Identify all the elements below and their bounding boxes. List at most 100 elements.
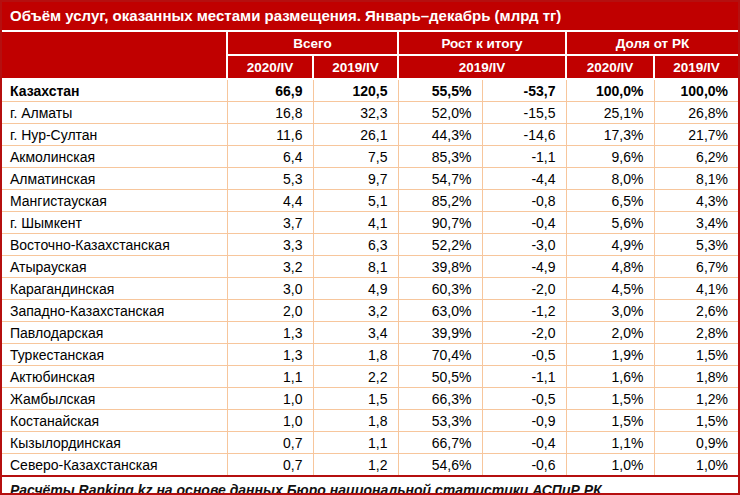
group-header-row: Всего Рост к итогу Доля от РК — [2, 31, 738, 55]
value-cell: 1,8 — [313, 344, 398, 366]
value-cell: 1,1 — [227, 366, 313, 388]
value-cell: -15,5 — [482, 102, 566, 124]
value-cell: 8,0% — [566, 168, 654, 190]
value-cell: 1,5% — [654, 344, 738, 366]
value-cell: 1,2 — [313, 454, 398, 477]
table-body: Казахстан66,9120,555,5%-53,7100,0%100,0%… — [2, 79, 738, 476]
value-cell: 3,7 — [227, 212, 313, 234]
value-cell: -2,0 — [482, 322, 566, 344]
table-row: Акмолинская6,47,585,3%-1,19,6%6,2% — [2, 146, 738, 168]
region-cell: Павлодарская — [2, 322, 227, 344]
table-row: Костанайская1,01,853,3%-0,91,5%1,5% — [2, 410, 738, 432]
value-cell: -0,8 — [482, 190, 566, 212]
value-cell: -0,4 — [482, 212, 566, 234]
table-row: Восточно-Казахстанская3,36,352,2%-3,04,9… — [2, 234, 738, 256]
region-column-header — [2, 31, 227, 79]
value-cell: 6,5% — [566, 190, 654, 212]
value-cell: 26,1 — [313, 124, 398, 146]
value-cell: 50,5% — [398, 366, 482, 388]
value-cell: 1,5 — [313, 388, 398, 410]
table-row: Жамбылская1,01,566,3%-0,51,5%1,2% — [2, 388, 738, 410]
value-cell: -0,6 — [482, 454, 566, 477]
subheader-share-2019: 2019/IV — [654, 55, 738, 79]
value-cell: 3,0% — [566, 300, 654, 322]
value-cell: 9,6% — [566, 146, 654, 168]
subheader-total-2020: 2020/IV — [227, 55, 313, 79]
value-cell: -1,1 — [482, 146, 566, 168]
region-cell: Восточно-Казахстанская — [2, 234, 227, 256]
value-cell: 4,3% — [654, 190, 738, 212]
value-cell: -0,9 — [482, 410, 566, 432]
value-cell: 7,5 — [313, 146, 398, 168]
value-cell: -53,7 — [482, 79, 566, 102]
value-cell: -0,5 — [482, 388, 566, 410]
value-cell: 5,3% — [654, 234, 738, 256]
table-row: г. Шымкент3,74,190,7%-0,45,6%3,4% — [2, 212, 738, 234]
table-title: Объём услуг, оказанных местами размещени… — [2, 2, 738, 31]
value-cell: 2,0% — [566, 322, 654, 344]
subheader-growth-2019: 2019/IV — [398, 55, 566, 79]
value-cell: -4,9 — [482, 256, 566, 278]
value-cell: -2,0 — [482, 278, 566, 300]
value-cell: 8,1 — [313, 256, 398, 278]
value-cell: 0,7 — [227, 432, 313, 454]
value-cell: 60,3% — [398, 278, 482, 300]
value-cell: 6,3 — [313, 234, 398, 256]
value-cell: 39,9% — [398, 322, 482, 344]
value-cell: 4,4 — [227, 190, 313, 212]
region-cell: Костанайская — [2, 410, 227, 432]
table-row: Северо-Казахстанская0,71,254,6%-0,61,0%1… — [2, 454, 738, 477]
stat-table-frame: Объём услуг, оказанных местами размещени… — [0, 0, 740, 495]
table-row: Западно-Казахстанская2,03,263,0%-1,23,0%… — [2, 300, 738, 322]
table-row: Кызылординская0,71,166,7%-0,41,1%0,9% — [2, 432, 738, 454]
group-header-growth: Рост к итогу — [398, 31, 566, 55]
value-cell: 1,8 — [313, 410, 398, 432]
value-cell: 1,8% — [654, 366, 738, 388]
table-row: Карагандинская3,04,960,3%-2,04,5%4,1% — [2, 278, 738, 300]
value-cell: 4,1 — [313, 212, 398, 234]
value-cell: 66,3% — [398, 388, 482, 410]
value-cell: -14,6 — [482, 124, 566, 146]
value-cell: 52,0% — [398, 102, 482, 124]
region-cell: Актюбинская — [2, 366, 227, 388]
value-cell: 26,8% — [654, 102, 738, 124]
region-cell: Казахстан — [2, 79, 227, 102]
table-row: Мангистауская4,45,185,2%-0,86,5%4,3% — [2, 190, 738, 212]
value-cell: 2,0 — [227, 300, 313, 322]
value-cell: 0,7 — [227, 454, 313, 477]
services-volume-table: Объём услуг, оказанных местами размещени… — [2, 2, 738, 495]
value-cell: 8,1% — [654, 168, 738, 190]
value-cell: 54,6% — [398, 454, 482, 477]
value-cell: 66,9 — [227, 79, 313, 102]
value-cell: 1,0% — [566, 454, 654, 477]
value-cell: 52,2% — [398, 234, 482, 256]
value-cell: 85,3% — [398, 146, 482, 168]
region-cell: Кызылординская — [2, 432, 227, 454]
group-header-total: Всего — [227, 31, 398, 55]
value-cell: 5,3 — [227, 168, 313, 190]
value-cell: 55,5% — [398, 79, 482, 102]
value-cell: 1,0 — [227, 410, 313, 432]
region-cell: г. Шымкент — [2, 212, 227, 234]
table-row: Атырауская3,28,139,8%-4,94,8%6,7% — [2, 256, 738, 278]
value-cell: -1,1 — [482, 366, 566, 388]
source-note: Расчёты Ranking.kz на основе данных Бюро… — [2, 476, 738, 495]
value-cell: 90,7% — [398, 212, 482, 234]
value-cell: -0,5 — [482, 344, 566, 366]
value-cell: 1,0 — [227, 388, 313, 410]
value-cell: -0,4 — [482, 432, 566, 454]
group-header-share: Доля от РК — [566, 31, 738, 55]
value-cell: 3,2 — [227, 256, 313, 278]
subheader-share-2020: 2020/IV — [566, 55, 654, 79]
region-cell: Мангистауская — [2, 190, 227, 212]
value-cell: 3,4% — [654, 212, 738, 234]
value-cell: 5,1 — [313, 190, 398, 212]
value-cell: 4,5% — [566, 278, 654, 300]
value-cell: 0,9% — [654, 432, 738, 454]
table-row: г. Алматы16,832,352,0%-15,525,1%26,8% — [2, 102, 738, 124]
region-cell: Северо-Казахстанская — [2, 454, 227, 477]
value-cell: 1,1% — [566, 432, 654, 454]
value-cell: 2,2 — [313, 366, 398, 388]
value-cell: 3,3 — [227, 234, 313, 256]
value-cell: 1,6% — [566, 366, 654, 388]
